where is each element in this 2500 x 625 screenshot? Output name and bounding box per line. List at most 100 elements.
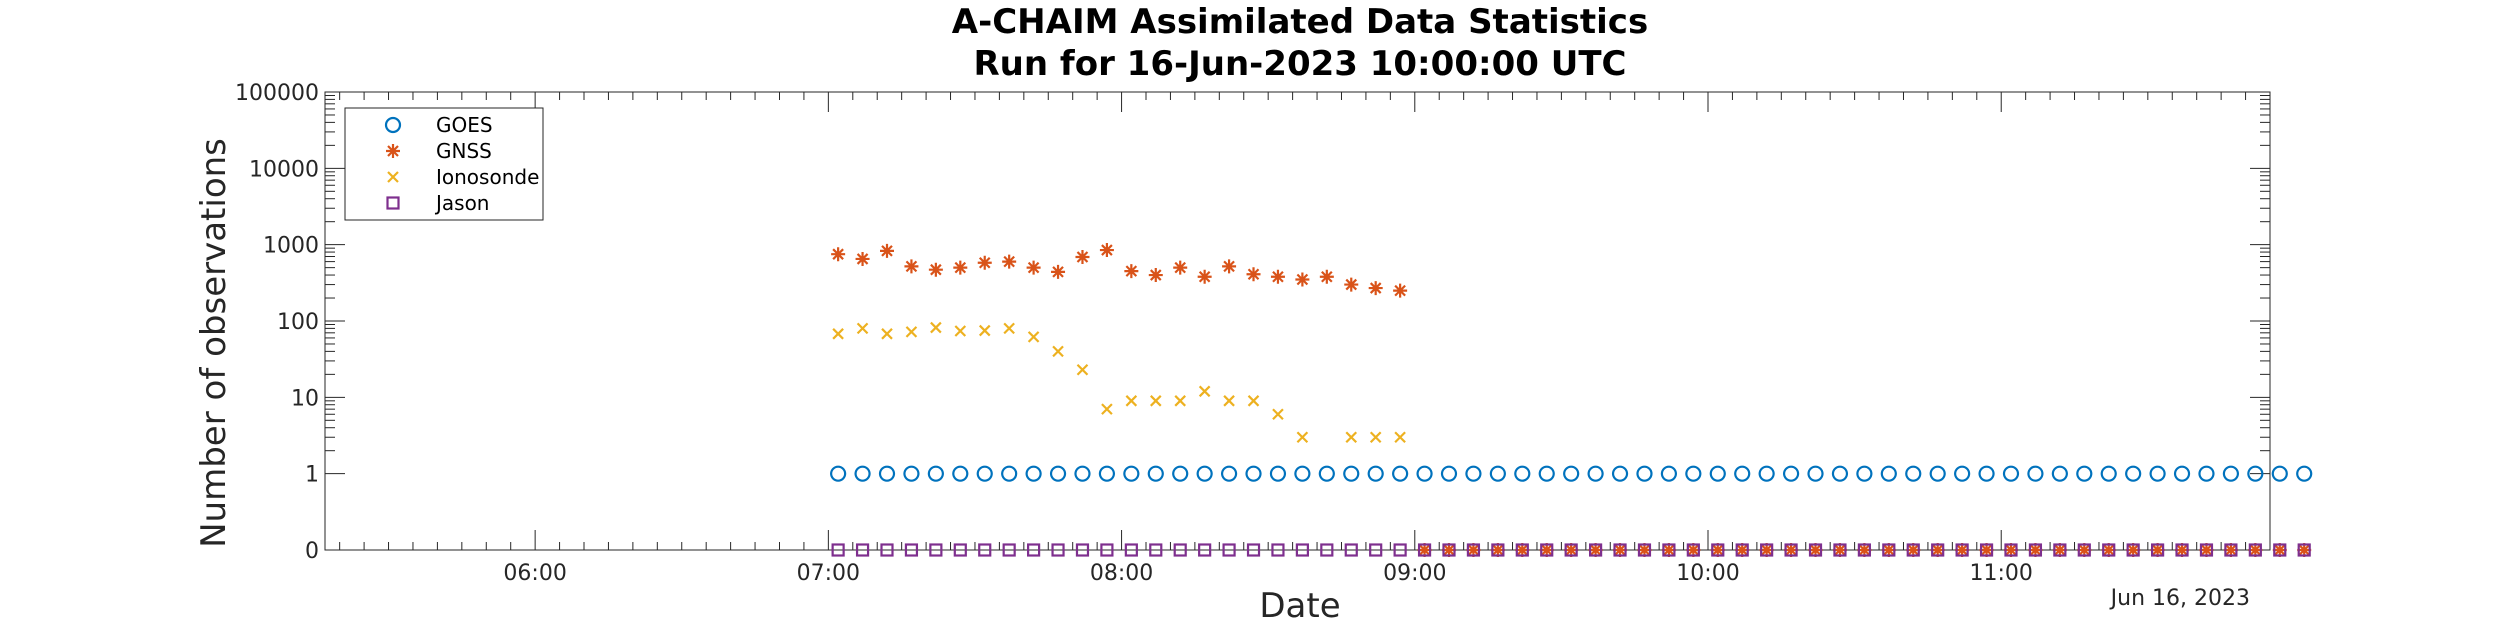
point-jason [2053,543,2067,557]
point-gnss [1759,543,1774,557]
point-jason [1540,543,1554,557]
point-goes [1880,465,1897,482]
y-tick-label: 1 [305,463,319,488]
point-jason [1931,543,1945,557]
legend-label-ionosonde: Ionosonde [436,165,539,189]
point-gnss [904,259,919,274]
plot-axes [324,91,2271,551]
point-gnss [1906,543,1921,557]
point-jason [1857,543,1871,557]
point-goes [2002,465,2020,482]
point-ionosonde [1345,431,1358,444]
point-jason [1686,543,1700,557]
point-ionosonde [1052,345,1064,358]
point-ionosonde [1027,331,1040,343]
point-jason [904,543,919,557]
point-goes [1563,465,1580,482]
point-gnss [1197,269,1212,284]
point-jason [1002,543,1016,557]
point-gnss [1979,543,1994,557]
point-jason [1637,543,1652,557]
point-goes [1807,465,1824,482]
point-gnss [2150,543,2165,557]
point-gnss [1319,269,1334,284]
point-ionosonde [1369,431,1382,444]
point-jason [1735,543,1749,557]
data-marks [830,243,2313,557]
point-goes [1538,465,1555,482]
point-gnss [1417,543,1432,557]
point-jason [1515,543,1529,557]
point-jason [1760,543,1774,557]
x-tick-label: 11:00 [1970,561,2033,586]
point-goes [1416,465,1433,482]
point-gnss [1270,269,1285,284]
point-gnss [831,247,846,262]
point-goes [1905,465,1922,482]
point-goes [1294,465,1311,482]
point-gnss [1539,543,1554,557]
point-gnss [1784,543,1799,557]
point-gnss [2297,543,2312,557]
point-ionosonde [881,328,893,340]
point-ionosonde [1150,395,1162,407]
point-ionosonde [1003,322,1015,335]
x-tick-label: 09:00 [1383,561,1446,586]
point-gnss [1393,283,1408,298]
point-gnss [1881,543,1896,557]
point-jason [1149,543,1163,557]
point-goes [2149,465,2166,482]
point-goes [1392,465,1409,482]
series-goes [830,465,2313,482]
point-jason [1466,543,1481,557]
legend-marker-gnss [386,144,400,158]
point-goes [2027,465,2044,482]
point-gnss [2272,543,2287,557]
point-goes [1343,465,1360,482]
point-jason [2248,543,2262,557]
point-gnss [977,255,992,270]
point-ionosonde [1125,395,1138,407]
x-tick-label: 08:00 [1090,561,1153,586]
x-date-label: Jun 16, 2023 [2109,586,2250,611]
point-goes [830,465,847,482]
point-goes [1001,465,1018,482]
point-gnss [1735,543,1750,557]
point-jason [953,543,967,557]
x-tick-label: 06:00 [503,561,566,586]
point-jason [1955,543,1969,557]
point-gnss [1515,543,1530,557]
y-tick-label: 100 [277,310,319,335]
point-jason [1979,543,1994,557]
point-jason [1051,543,1065,557]
legend-box [344,107,544,221]
point-goes [1025,465,1042,482]
point-goes [1636,465,1653,482]
point-jason [1295,543,1309,557]
point-gnss [2126,543,2141,557]
point-goes [1611,465,1629,482]
point-goes [2125,465,2142,482]
point-goes [927,465,944,482]
x-axis-label: Date [1259,586,1340,625]
point-goes [854,465,871,482]
point-gnss [1564,543,1579,557]
point-jason [1075,543,1090,557]
point-jason [2102,543,2116,557]
point-jason [831,543,845,557]
point-gnss [2248,543,2263,557]
point-goes [1709,465,1726,482]
point-gnss [2077,543,2092,557]
point-gnss [1368,281,1383,296]
point-goes [1856,465,1873,482]
point-ionosonde [1076,363,1089,376]
point-ionosonde [1101,403,1113,415]
point-jason [2077,543,2091,557]
point-jason [1808,543,1823,557]
point-ionosonde [978,324,991,337]
point-gnss [1026,260,1041,275]
point-jason [1393,543,1407,557]
point-goes [903,465,920,482]
y-axis-label: Number of observations [194,138,234,548]
